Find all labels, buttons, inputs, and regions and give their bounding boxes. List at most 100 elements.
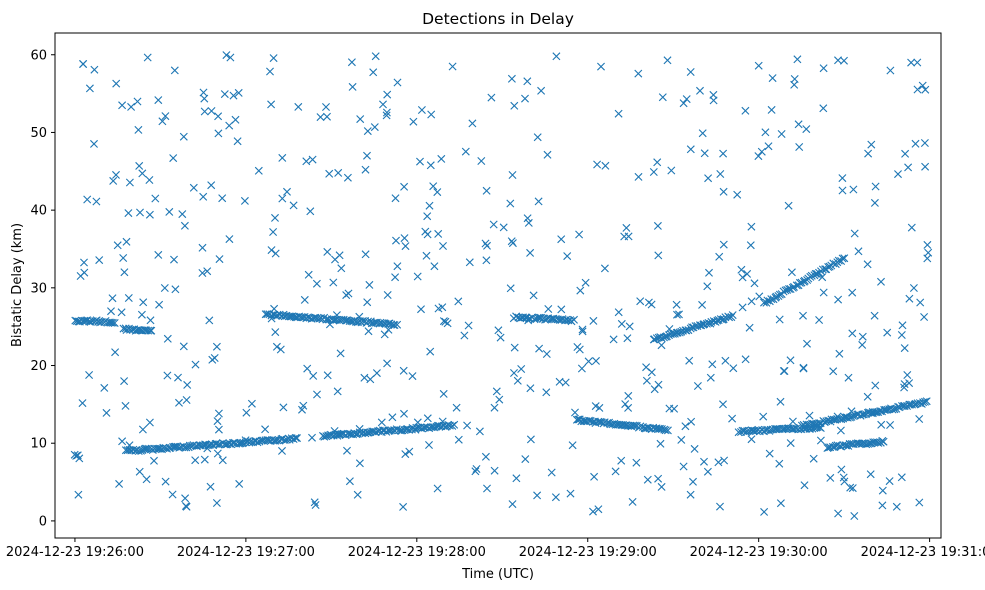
detection-marker	[231, 115, 240, 124]
detection-marker	[535, 344, 544, 353]
detection-marker	[363, 127, 372, 136]
detection-marker	[450, 420, 459, 429]
detection-marker	[534, 197, 543, 206]
detection-marker	[72, 317, 81, 326]
y-tick-label: 60	[30, 48, 47, 63]
detection-marker	[897, 331, 906, 339]
detection-marker	[170, 255, 178, 264]
detection-marker	[819, 288, 828, 297]
detection-marker	[278, 194, 287, 203]
detection-marker	[207, 107, 216, 115]
detection-marker	[686, 145, 695, 154]
detection-marker	[461, 147, 470, 156]
detection-marker	[913, 85, 922, 94]
detection-marker	[529, 291, 538, 300]
detection-marker	[363, 151, 371, 160]
detection-marker	[390, 321, 399, 330]
detection-marker	[663, 56, 672, 65]
detection-marker	[360, 373, 369, 382]
detection-marker	[353, 490, 362, 499]
detection-marker	[178, 210, 187, 219]
detection-marker	[267, 246, 276, 255]
detection-marker	[85, 371, 94, 379]
detection-marker	[848, 329, 857, 338]
detection-marker	[775, 315, 784, 324]
detection-marker	[279, 403, 288, 412]
detection-marker	[673, 310, 681, 319]
detection-marker	[849, 185, 858, 194]
detection-marker	[343, 446, 351, 455]
detection-marker	[191, 456, 200, 465]
detection-marker	[353, 318, 362, 327]
detection-marker	[74, 490, 83, 499]
detection-marker	[282, 435, 291, 444]
detection-marker	[490, 403, 499, 412]
y-tick-label: 10	[30, 437, 47, 452]
detection-marker	[150, 456, 158, 465]
detection-marker	[75, 454, 84, 463]
detection-marker	[754, 61, 763, 70]
detection-marker	[323, 247, 332, 256]
detection-marker	[138, 169, 147, 178]
detection-marker	[198, 269, 207, 277]
detection-marker	[203, 444, 212, 453]
detection-marker	[780, 367, 789, 375]
detection-marker	[355, 424, 364, 433]
detection-marker	[632, 458, 641, 467]
detection-marker	[323, 112, 331, 121]
detection-marker	[348, 82, 357, 91]
detection-marker	[401, 450, 410, 459]
detection-marker	[118, 437, 127, 446]
detection-marker	[425, 441, 433, 449]
detection-marker	[719, 240, 728, 249]
detection-marker	[754, 152, 763, 161]
detection-marker	[594, 417, 603, 426]
detection-marker	[654, 474, 663, 483]
detection-marker	[382, 108, 391, 117]
detection-marker	[647, 300, 656, 309]
detection-marker	[624, 391, 633, 400]
detection-marker	[700, 457, 708, 466]
detection-marker	[365, 280, 374, 289]
x-tick-label: 2024-12-23 19:29:00	[519, 545, 657, 560]
detection-marker	[213, 417, 222, 426]
x-tick-label: 2024-12-23 19:28:00	[348, 545, 486, 560]
detection-marker	[143, 53, 152, 62]
detection-marker	[468, 119, 477, 128]
detection-marker	[566, 489, 575, 498]
detection-marker	[508, 171, 517, 179]
detection-marker	[408, 372, 417, 381]
detection-marker	[848, 288, 857, 297]
detection-marker	[191, 360, 200, 369]
detection-marker	[818, 265, 827, 274]
detection-marker	[850, 229, 859, 238]
detection-marker	[570, 315, 578, 324]
detection-marker	[168, 490, 177, 499]
detection-marker	[225, 121, 234, 130]
detection-marker	[658, 93, 667, 102]
detection-marker	[594, 505, 603, 514]
detection-marker	[805, 411, 814, 420]
detection-marker	[144, 326, 153, 335]
detection-marker	[720, 456, 729, 465]
detection-marker	[703, 282, 712, 291]
detection-marker	[138, 425, 147, 434]
detection-marker	[145, 210, 154, 219]
detection-marker	[729, 364, 738, 373]
detection-marker	[460, 331, 469, 340]
detection-marker	[510, 101, 519, 110]
detection-marker	[922, 397, 931, 406]
detection-marker	[161, 477, 170, 486]
detection-marker	[183, 380, 192, 389]
detection-marker	[890, 405, 899, 414]
detection-marker	[510, 343, 519, 352]
detection-marker	[336, 349, 345, 358]
detection-marker	[427, 110, 436, 119]
detection-marker	[122, 237, 131, 246]
detection-marker	[471, 467, 480, 476]
detection-marker	[681, 422, 690, 431]
detection-marker	[481, 452, 490, 461]
detection-marker	[441, 317, 450, 326]
detection-marker	[555, 377, 564, 386]
detection-marker	[325, 320, 334, 329]
